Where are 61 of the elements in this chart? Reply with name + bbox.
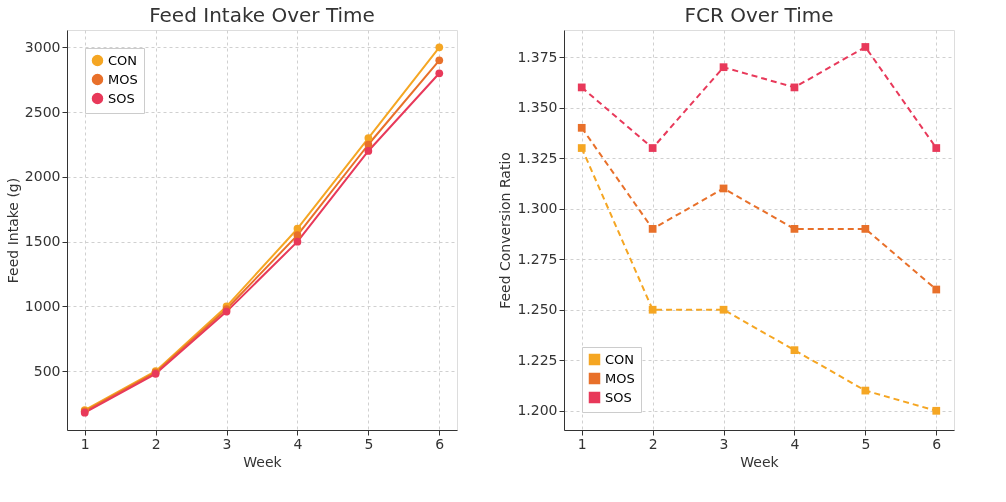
y-axis-title: Feed Conversion Ratio [497,152,514,309]
y-tick-label: 3000 [24,38,61,55]
point [861,225,870,233]
y-tick-label: 1.350 [517,99,558,116]
x-tick-label: 2 [648,435,658,452]
legend-label: SOS [605,389,632,405]
point [932,285,941,294]
y-tick-label: 2000 [24,168,61,185]
y-tick-label: 1.375 [517,48,558,65]
point [790,225,799,233]
y-tick-label: 1.250 [517,301,558,318]
point [719,63,728,72]
x-tick-label: 2 [151,435,161,452]
y-tick-label: 1.300 [517,200,558,217]
x-tick-label: 1 [577,435,587,452]
x-tick-label: 3 [222,435,232,452]
y-tick-label: 1500 [24,233,61,250]
point [719,305,728,314]
x-tick-label: 5 [364,435,374,452]
point [648,225,657,233]
y-tick-label: 1.200 [517,402,558,419]
point [932,406,941,415]
legend-label: CON [605,351,635,367]
y-tick-label: 500 [33,362,61,379]
x-tick-label: 4 [293,435,303,452]
point [435,69,444,78]
point [648,144,657,152]
point [435,43,444,52]
legend-label: MOS [108,71,138,87]
x-tick-label: 6 [435,435,445,452]
x-axis-title: Week [740,453,780,470]
x-tick-label: 1 [80,435,90,452]
x-tick-label: 5 [861,435,871,452]
point [364,147,373,155]
legend-label: MOS [605,370,635,386]
y-tick-label: 1.225 [517,351,558,368]
point [293,231,302,240]
point [861,386,870,395]
point [648,305,657,314]
legend-label: SOS [108,90,135,106]
x-tick-label: 3 [719,435,729,452]
point [577,144,586,152]
x-tick-label: 4 [790,435,800,452]
point [293,237,302,246]
y-tick-label: 1.325 [517,149,558,166]
point [577,83,586,92]
y-axis-title: Feed Intake (g) [4,177,21,284]
point [577,123,586,132]
chart-title: Feed Intake Over Time [149,3,375,27]
point [861,43,870,51]
y-tick-label: 2500 [24,103,61,120]
y-tick-label: 1000 [24,297,61,314]
point [790,346,799,355]
chart-title: FCR Over Time [684,3,834,27]
x-tick-label: 6 [932,435,942,452]
y-tick-label: 1.275 [517,250,558,267]
point [364,134,373,142]
legend-label: CON [108,52,138,68]
point [932,144,941,152]
x-axis-title: Week [243,453,283,470]
point [435,56,444,65]
